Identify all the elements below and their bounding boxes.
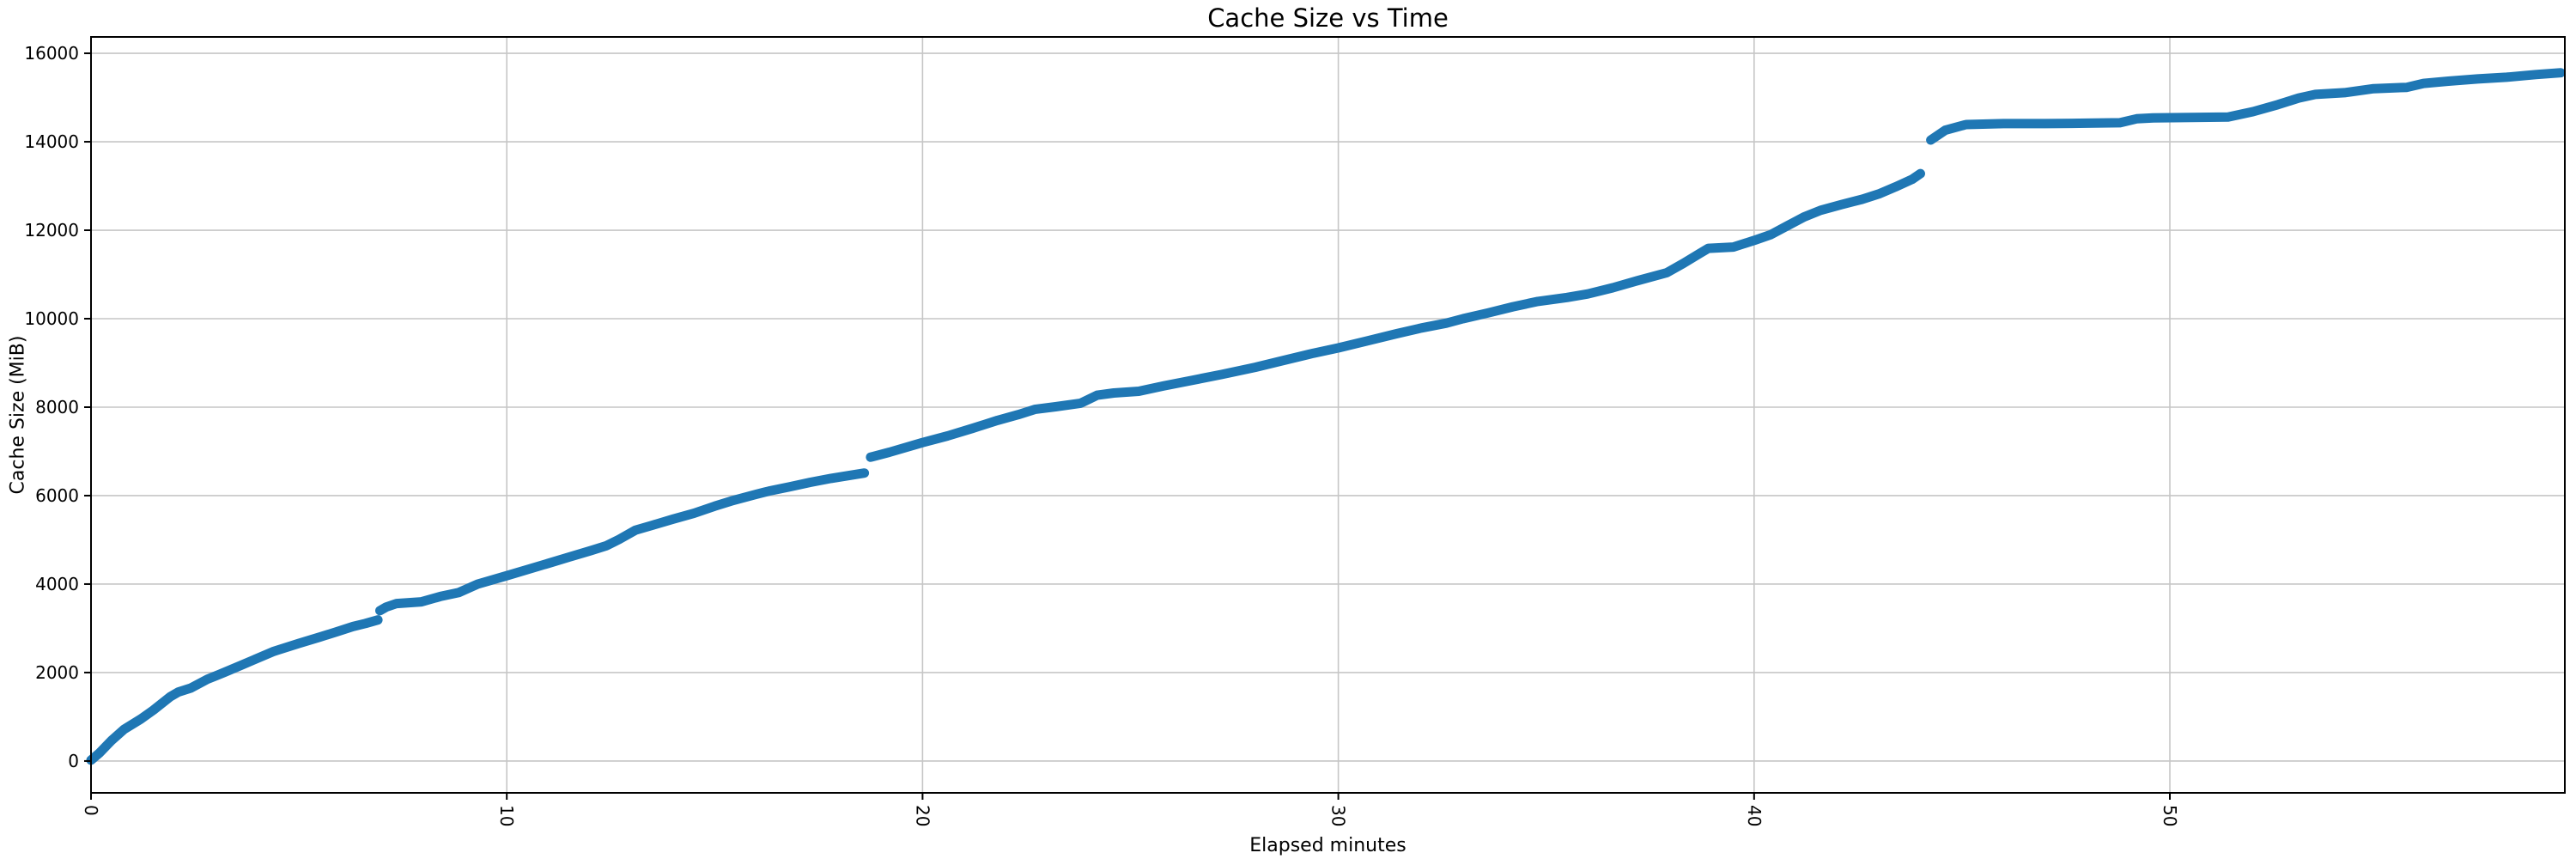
plot-spines (90, 36, 2566, 794)
y-tick-label: 2000 (35, 662, 79, 683)
y-tick-label: 8000 (35, 397, 79, 417)
gridlines (90, 37, 2565, 793)
chart-title: Cache Size vs Time (1207, 3, 1449, 33)
y-tick-label: 0 (68, 751, 79, 771)
x-tick-label: 30 (1328, 805, 1349, 826)
series-cache-size-mib (86, 68, 2566, 765)
x-tick-label: 40 (1744, 805, 1765, 826)
x-tick-label: 0 (81, 805, 101, 816)
y-tick-label: 6000 (35, 485, 79, 506)
y-tick-labels: 0 2000 4000 6000 8000 10000 12000 14000 16000 (24, 43, 79, 771)
x-tick-label: 10 (496, 805, 517, 826)
x-tick-label: 20 (912, 805, 933, 826)
x-tick-labels: 0 10 20 30 40 50 (81, 805, 2180, 826)
y-tick-label: 10000 (24, 308, 79, 329)
y-tick-label: 12000 (24, 220, 79, 241)
y-axis-label: Cache Size (MiB) (7, 335, 29, 495)
y-tick-label: 4000 (35, 574, 79, 594)
y-tick-label: 14000 (24, 131, 79, 152)
x-axis-label: Elapsed minutes (1249, 835, 1406, 856)
y-tick-label: 16000 (24, 43, 79, 64)
tick-marks (84, 52, 2172, 800)
x-tick-label: 50 (2160, 805, 2180, 826)
